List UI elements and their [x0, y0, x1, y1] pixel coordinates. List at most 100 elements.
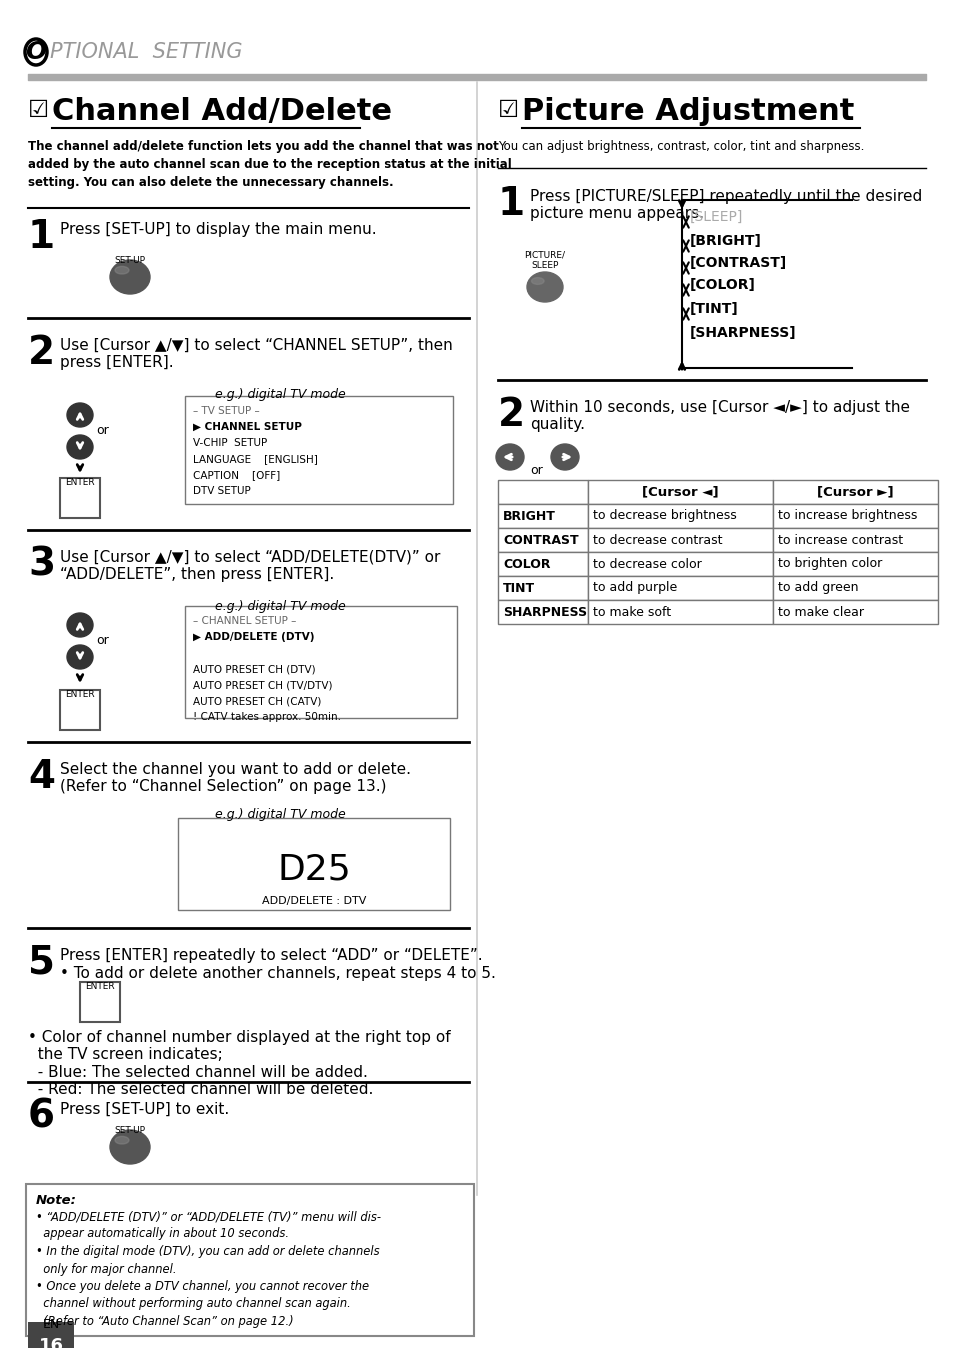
Ellipse shape [551, 443, 578, 470]
Ellipse shape [526, 272, 562, 302]
FancyBboxPatch shape [60, 690, 100, 731]
Text: Picture Adjustment: Picture Adjustment [521, 97, 854, 125]
Text: ENTER: ENTER [65, 479, 94, 487]
Text: SET-UP: SET-UP [114, 256, 146, 266]
Text: to make clear: to make clear [778, 605, 863, 619]
FancyBboxPatch shape [28, 1322, 74, 1348]
Text: [CONTRAST]: [CONTRAST] [689, 256, 786, 270]
FancyBboxPatch shape [497, 480, 587, 504]
Text: AUTO PRESET CH (DTV): AUTO PRESET CH (DTV) [193, 665, 315, 674]
Text: D25: D25 [276, 852, 351, 886]
Text: to decrease contrast: to decrease contrast [593, 534, 721, 546]
FancyBboxPatch shape [772, 528, 937, 551]
Text: CONTRAST: CONTRAST [502, 534, 578, 546]
FancyBboxPatch shape [497, 551, 587, 576]
Text: Press [SET-UP] to display the main menu.: Press [SET-UP] to display the main menu. [60, 222, 376, 237]
Text: [BRIGHT]: [BRIGHT] [689, 235, 761, 248]
Text: Within 10 seconds, use [Cursor ◄/►] to adjust the
quality.: Within 10 seconds, use [Cursor ◄/►] to a… [530, 400, 909, 433]
Ellipse shape [67, 403, 92, 427]
Ellipse shape [66, 697, 94, 723]
Text: AUTO PRESET CH (TV/DTV): AUTO PRESET CH (TV/DTV) [193, 679, 333, 690]
FancyBboxPatch shape [587, 528, 772, 551]
Text: TINT: TINT [502, 581, 535, 594]
Text: to brighten color: to brighten color [778, 558, 882, 570]
FancyBboxPatch shape [497, 600, 587, 624]
Text: The channel add/delete function lets you add the channel that was not
added by t: The channel add/delete function lets you… [28, 140, 511, 189]
Ellipse shape [67, 435, 92, 460]
Text: 3: 3 [28, 546, 55, 584]
Text: SET-UP: SET-UP [114, 1126, 146, 1135]
Ellipse shape [531, 278, 543, 284]
FancyBboxPatch shape [178, 818, 450, 910]
Ellipse shape [115, 1136, 129, 1144]
Text: 1: 1 [497, 185, 524, 222]
FancyBboxPatch shape [497, 528, 587, 551]
Text: Press [SET-UP] to exit.: Press [SET-UP] to exit. [60, 1103, 229, 1117]
Text: You can adjust brightness, contrast, color, tint and sharpness.: You can adjust brightness, contrast, col… [497, 140, 863, 154]
Text: 2: 2 [497, 396, 524, 434]
Text: [TINT]: [TINT] [689, 302, 738, 315]
FancyBboxPatch shape [497, 576, 587, 600]
FancyBboxPatch shape [772, 504, 937, 528]
Text: O: O [26, 40, 47, 63]
Text: ☑: ☑ [497, 98, 518, 123]
Text: to make soft: to make soft [593, 605, 670, 619]
Text: e.g.) digital TV mode: e.g.) digital TV mode [214, 388, 345, 400]
Text: [COLOR]: [COLOR] [689, 278, 755, 293]
Text: to add green: to add green [778, 581, 858, 594]
Text: [Cursor ►]: [Cursor ►] [817, 485, 893, 499]
Text: – TV SETUP –: – TV SETUP – [193, 406, 259, 417]
Ellipse shape [67, 644, 92, 669]
Text: Note:: Note: [36, 1194, 77, 1206]
Text: • To add or delete another channels, repeat steps 4 to 5.: • To add or delete another channels, rep… [60, 967, 496, 981]
FancyBboxPatch shape [80, 981, 120, 1022]
Text: 16: 16 [38, 1337, 64, 1348]
Text: ▶ ADD/DELETE (DTV): ▶ ADD/DELETE (DTV) [193, 632, 314, 642]
FancyBboxPatch shape [587, 480, 772, 504]
Text: DTV SETUP: DTV SETUP [193, 487, 251, 496]
Text: Press [PICTURE/SLEEP] repeatedly until the desired
picture menu appears.: Press [PICTURE/SLEEP] repeatedly until t… [530, 189, 922, 221]
Text: • Color of channel number displayed at the right top of
  the TV screen indicate: • Color of channel number displayed at t… [28, 1030, 450, 1097]
Text: to increase brightness: to increase brightness [778, 510, 917, 523]
Text: LANGUAGE    [ENGLISH]: LANGUAGE [ENGLISH] [193, 454, 317, 464]
Text: to decrease brightness: to decrease brightness [593, 510, 736, 523]
Text: PICTURE/
SLEEP: PICTURE/ SLEEP [524, 251, 565, 270]
FancyBboxPatch shape [60, 479, 100, 518]
FancyBboxPatch shape [26, 1184, 474, 1336]
Text: V-CHIP  SETUP: V-CHIP SETUP [193, 438, 267, 448]
Text: PTIONAL  SETTING: PTIONAL SETTING [50, 42, 242, 62]
FancyBboxPatch shape [497, 504, 587, 528]
Text: 5: 5 [28, 944, 55, 981]
Text: COLOR: COLOR [502, 558, 550, 570]
FancyBboxPatch shape [772, 576, 937, 600]
Ellipse shape [110, 1130, 150, 1165]
FancyBboxPatch shape [587, 600, 772, 624]
Text: [Cursor ◄]: [Cursor ◄] [641, 485, 718, 499]
Text: to add purple: to add purple [593, 581, 677, 594]
Text: ADD/DELETE : DTV: ADD/DELETE : DTV [261, 896, 366, 906]
FancyBboxPatch shape [772, 480, 937, 504]
Text: – CHANNEL SETUP –: – CHANNEL SETUP – [193, 616, 296, 625]
Text: e.g.) digital TV mode: e.g.) digital TV mode [214, 807, 345, 821]
Text: SHARPNESS: SHARPNESS [502, 605, 586, 619]
Text: or: or [96, 425, 109, 437]
Ellipse shape [67, 613, 92, 638]
Text: or: or [96, 634, 109, 647]
Text: ENTER: ENTER [65, 690, 94, 700]
Text: ☑: ☑ [28, 98, 49, 123]
Text: 2: 2 [28, 334, 55, 372]
Text: CAPTION    [OFF]: CAPTION [OFF] [193, 470, 280, 480]
Text: to decrease color: to decrease color [593, 558, 701, 570]
FancyBboxPatch shape [587, 551, 772, 576]
FancyBboxPatch shape [185, 396, 453, 504]
Text: 6: 6 [28, 1099, 55, 1136]
Text: ! CATV takes approx. 50min.: ! CATV takes approx. 50min. [193, 712, 340, 723]
Ellipse shape [66, 485, 94, 511]
Text: AUTO PRESET CH (CATV): AUTO PRESET CH (CATV) [193, 696, 321, 706]
Text: BRIGHT: BRIGHT [502, 510, 556, 523]
Text: Channel Add/Delete: Channel Add/Delete [52, 97, 392, 125]
Text: EN: EN [42, 1318, 59, 1330]
Ellipse shape [86, 989, 113, 1015]
Text: [SHARPNESS]: [SHARPNESS] [689, 326, 796, 340]
FancyBboxPatch shape [772, 600, 937, 624]
